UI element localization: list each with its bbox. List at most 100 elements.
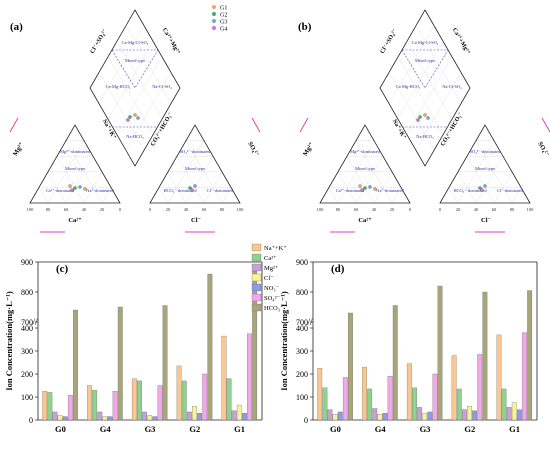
- grid-line: [475, 156, 504, 204]
- sample-point: [73, 186, 77, 190]
- bar: [342, 377, 348, 421]
- anion-zone-label: HCO₃⁻-dominated: [453, 188, 487, 193]
- anion-zone-label: Mixed type: [185, 166, 205, 171]
- tick-label: 40: [82, 207, 87, 212]
- anion-zone-label: Mixed type: [475, 166, 495, 171]
- tick-label: 40: [372, 207, 377, 212]
- direction-arrow: [9, 117, 19, 133]
- bar: [461, 409, 467, 421]
- bar: [451, 355, 457, 421]
- anion-zone-label: Cl⁻-dominated: [497, 188, 524, 193]
- diamond-label: Ca-Mg-Cl-SO₄: [122, 40, 149, 45]
- bar: [501, 388, 507, 421]
- tick-label: 60: [64, 207, 69, 212]
- x-tick-label: G4: [100, 424, 112, 434]
- grid-line: [494, 0, 503, 203]
- grid-line: [185, 156, 214, 204]
- grid-line: [47, 171, 67, 204]
- cation-zone-label: Mixed type: [65, 166, 85, 171]
- grid-line: [56, 156, 85, 204]
- bar: [202, 373, 208, 421]
- grid-line: [101, 187, 112, 204]
- grid-line: [466, 156, 495, 204]
- axis-label-mg: Mg²⁺: [12, 141, 25, 157]
- diamond-label: Na-Cl-SO₄: [152, 84, 172, 89]
- bar: [192, 406, 197, 421]
- bar: [482, 291, 488, 421]
- piper-diagram-a: Ca-Mg-Cl-SO₄ Mixed type Ca-Mg-HCO₃ Na-Cl-SO…: [9, 0, 261, 233]
- y-tick-label: 800: [21, 288, 33, 297]
- bar: [417, 407, 422, 421]
- legend-swatch: [251, 273, 262, 282]
- legend-label: Mg²⁺: [264, 265, 278, 272]
- triangle-frame: [319, 124, 411, 204]
- grid-line: [391, 187, 402, 204]
- tick-label: 60: [354, 207, 359, 212]
- bar: [496, 334, 502, 421]
- y-tick-label: 400: [21, 324, 33, 333]
- legend-marker: [212, 12, 216, 16]
- grid-line: [38, 187, 49, 204]
- y-axis-label: Ion Concentration(mg·L⁻¹): [4, 291, 14, 391]
- bar: [152, 416, 158, 421]
- bar: [327, 409, 333, 421]
- bar: [522, 332, 527, 421]
- x-tick-label: G4: [375, 424, 387, 434]
- grid-line: [83, 171, 103, 204]
- bar: [137, 380, 142, 421]
- grid-line: [176, 156, 205, 204]
- tick-label: 100: [27, 207, 35, 212]
- bar: [92, 389, 98, 421]
- bar-legend: Na⁺+K⁺ Ca²⁺ Mg²⁺ Cl⁻ NO₃⁻ SO₄²⁻ HCO₃⁻: [251, 243, 287, 312]
- bar: [231, 410, 237, 421]
- bar: [186, 411, 192, 421]
- sample-point: [373, 187, 377, 191]
- bar: [517, 409, 522, 421]
- bar: [406, 363, 412, 421]
- grid-line: [98, 25, 145, 104]
- cation-zone-label: Mg²⁺-dominated: [350, 149, 381, 154]
- bar: [372, 408, 378, 421]
- bar: [247, 333, 252, 421]
- sample-point: [126, 118, 130, 122]
- sample-point: [363, 186, 367, 190]
- grid-line: [355, 156, 384, 204]
- legend-marker: [212, 5, 216, 9]
- grid-line: [457, 171, 477, 204]
- legend-label: G4: [220, 27, 227, 33]
- bar: [511, 402, 517, 421]
- direction-arrow: [299, 117, 309, 133]
- sample-point: [70, 188, 74, 192]
- x-tick-label: G0: [330, 424, 341, 434]
- panel-label: (c): [56, 263, 69, 275]
- tick-label: 0: [119, 207, 122, 212]
- y-tick-label: 800: [296, 288, 308, 297]
- y-tick-label: 300: [21, 347, 33, 356]
- y-tick-label: 0: [29, 416, 33, 425]
- diamond-frame: [379, 9, 471, 167]
- legend-label: Ca²⁺: [264, 255, 277, 262]
- axis-label-co3-hco3: CO₃²⁻+HCO₃⁻: [440, 112, 464, 148]
- tick-label: 80: [220, 207, 225, 212]
- grid-line: [476, 0, 512, 203]
- triangle-frame: [439, 124, 531, 204]
- cation-zone-label: Na⁺-dominated: [376, 188, 404, 193]
- bar: [236, 404, 242, 421]
- bar: [221, 335, 227, 421]
- tick-label: 60: [492, 207, 497, 212]
- diamond-label: Ca-Mg-Cl-SO₄: [412, 40, 439, 45]
- grid-line: [204, 0, 213, 203]
- anion-zone-label: SO₄²⁻-dominated: [180, 149, 212, 154]
- bar: [57, 415, 63, 421]
- grid-line: [221, 187, 232, 204]
- legend-marker: [212, 26, 216, 30]
- bar: [317, 368, 323, 421]
- sample-point: [190, 188, 194, 192]
- grid-line: [125, 25, 172, 104]
- bar: [377, 414, 383, 421]
- diamond-label: Na-HCO₃: [416, 134, 434, 139]
- bar: [437, 285, 443, 421]
- tick-label: 0: [149, 207, 152, 212]
